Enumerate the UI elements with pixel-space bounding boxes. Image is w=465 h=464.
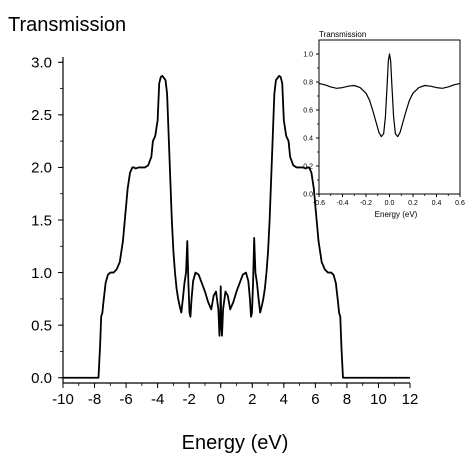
inset-series-line-0: [318, 53, 461, 138]
main-x-tick-label: 2: [248, 391, 256, 408]
main-x-axis-label: Energy (eV): [182, 432, 289, 454]
inset-y-tick-label: 0.0: [303, 191, 313, 198]
main-x-tick-label: 4: [280, 391, 288, 408]
inset-x-tick-label: -0.2: [360, 200, 372, 207]
inset-x-tick-label: 0.6: [455, 200, 465, 207]
main-x-tick-label: 10: [370, 391, 387, 408]
inset-x-tick-label: 0.2: [408, 200, 418, 207]
main-x-tick-label: -8: [88, 391, 101, 408]
inset-y-tick-label: 0.6: [303, 107, 313, 114]
inset-x-axis-label: Energy (eV): [375, 210, 418, 219]
main-y-tick-label: 2.5: [31, 107, 52, 124]
main-y-tick-label: 2.0: [31, 160, 52, 177]
main-y-axis-label: Transmission: [8, 14, 126, 36]
inset-y-tick-label: 1.0: [303, 51, 313, 58]
main-x-tick-label: 0: [217, 391, 225, 408]
inset-plot-frame: [318, 39, 461, 195]
main-x-tick-label: 6: [311, 391, 319, 408]
inset-y-tick-label: 0.8: [303, 79, 313, 86]
inset-x-tick-label: 0.0: [385, 200, 395, 207]
main-y-tick-label: 1.5: [31, 212, 52, 229]
main-chart: 0.0 0.5 1.0 1.5 2.0 2.5 3.0 -10 -8 -6 -4 -2 0 2 4 6 8 10 1…: [8, 14, 418, 454]
inset-y-tick-label: 0.4: [303, 135, 313, 142]
main-series-line-0: [63, 75, 410, 379]
inset-x-tick-label: 0.4: [432, 200, 442, 207]
main-x-tick-label: 12: [402, 391, 419, 408]
main-x-tick-label: -4: [151, 391, 164, 408]
main-y-tick-label: 0.0: [31, 370, 52, 387]
main-x-tick-label: -10: [52, 391, 74, 408]
inset-x-tick-label: -0.4: [336, 200, 348, 207]
main-x-tick-label: 8: [343, 391, 351, 408]
main-y-tick-label: 1.0: [31, 265, 52, 282]
main-y-tick-label: 0.5: [31, 317, 52, 334]
inset-y-axis-label: Transmission: [319, 30, 366, 39]
inset-x-tick-label: -0.6: [313, 200, 325, 207]
main-y-tick-label: 3.0: [31, 55, 52, 72]
main-x-tick-label: -2: [183, 391, 196, 408]
main-x-tick-label: -6: [119, 391, 132, 408]
inset-y-tick-label: 0.2: [303, 163, 313, 170]
inset-chart: 0.0 0.2 0.4 0.6 0.8 1.0 -0.6 -0.4 -0.2 0.0 0.2 0.4 0…: [303, 30, 465, 219]
